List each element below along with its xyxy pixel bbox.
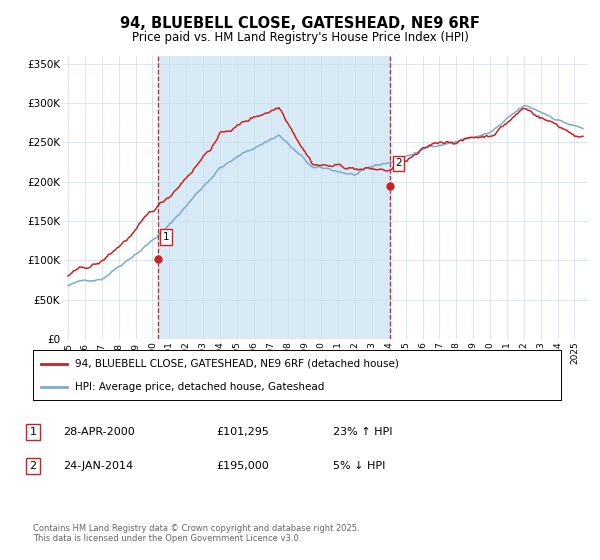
Text: 1: 1 xyxy=(29,427,37,437)
Text: 24-JAN-2014: 24-JAN-2014 xyxy=(63,461,133,471)
Text: 23% ↑ HPI: 23% ↑ HPI xyxy=(333,427,392,437)
Text: 2: 2 xyxy=(29,461,37,471)
Text: Price paid vs. HM Land Registry's House Price Index (HPI): Price paid vs. HM Land Registry's House … xyxy=(131,31,469,44)
Text: 28-APR-2000: 28-APR-2000 xyxy=(63,427,135,437)
Text: 1: 1 xyxy=(163,232,170,242)
Text: 5% ↓ HPI: 5% ↓ HPI xyxy=(333,461,385,471)
Text: Contains HM Land Registry data © Crown copyright and database right 2025.
This d: Contains HM Land Registry data © Crown c… xyxy=(33,524,359,543)
Text: £195,000: £195,000 xyxy=(216,461,269,471)
Text: 94, BLUEBELL CLOSE, GATESHEAD, NE9 6RF (detached house): 94, BLUEBELL CLOSE, GATESHEAD, NE9 6RF (… xyxy=(75,358,399,368)
Text: 94, BLUEBELL CLOSE, GATESHEAD, NE9 6RF: 94, BLUEBELL CLOSE, GATESHEAD, NE9 6RF xyxy=(120,16,480,31)
Text: HPI: Average price, detached house, Gateshead: HPI: Average price, detached house, Gate… xyxy=(75,382,325,392)
Text: 2: 2 xyxy=(395,158,402,169)
Text: £101,295: £101,295 xyxy=(216,427,269,437)
Bar xyxy=(158,56,390,339)
